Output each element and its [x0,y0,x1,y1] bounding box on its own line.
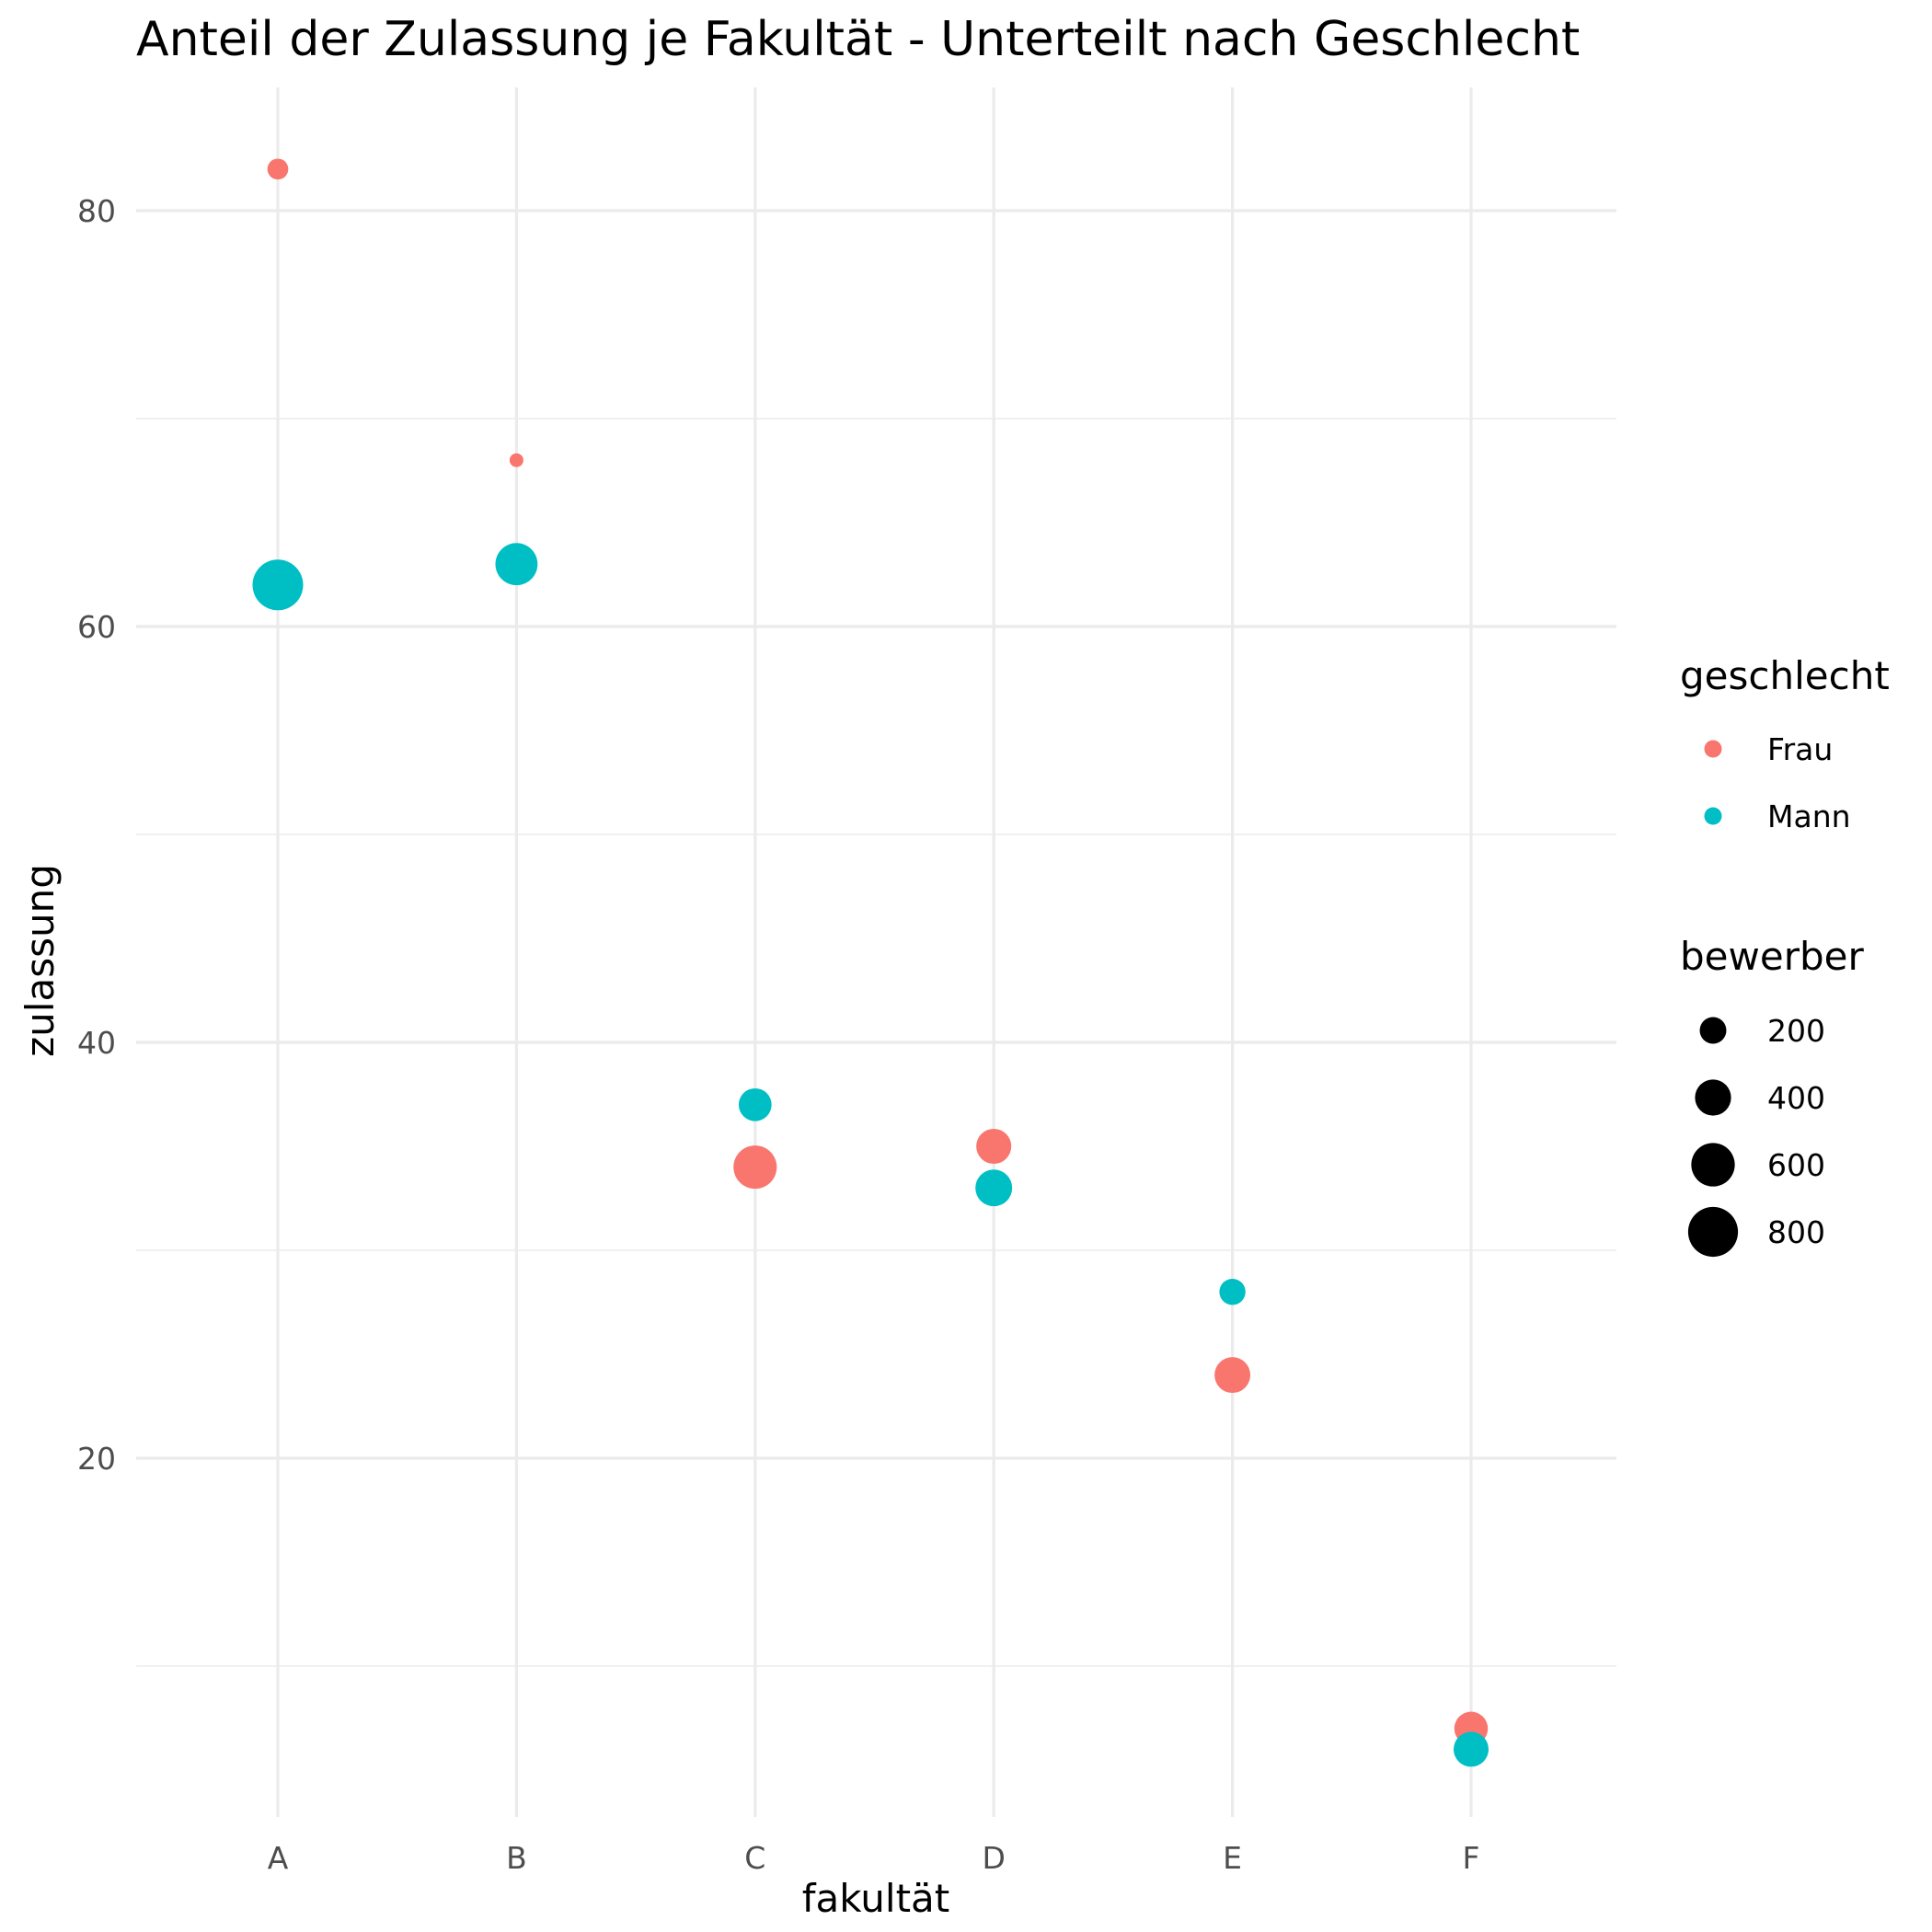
grid [136,87,1616,1817]
legend-label-mann: Mann [1767,799,1851,834]
point-mann-c [738,1087,772,1121]
size-legend-key [1687,1206,1739,1258]
y-tick-label: 40 [77,1025,116,1061]
color-legend: geschlecht Frau Mann [1680,653,1890,834]
y-axis-title: zulassung [17,864,63,1057]
x-tick-label: C [744,1840,765,1876]
x-tick-label: D [982,1840,1005,1876]
y-tick-label: 20 [77,1441,116,1477]
size-legend-key [1695,1079,1731,1116]
legend-key-mann [1704,807,1722,825]
data-points [252,158,1489,1767]
point-frau-c [733,1145,777,1190]
point-mann-d [975,1169,1013,1207]
y-tick-label: 80 [77,193,116,229]
y-tick-label: 60 [77,609,116,645]
point-frau-a [267,158,289,180]
point-frau-e [1214,1357,1251,1394]
x-tick-label: B [506,1840,527,1876]
size-legend: bewerber 200 400 600 800 [1680,934,1864,1258]
legend-key-frau [1704,740,1722,758]
chart-title: Anteil der Zulassung je Fakultät - Unter… [136,12,1580,67]
legend-label-frau: Frau [1767,731,1833,767]
x-tick-label: E [1223,1840,1242,1876]
x-axis-title: fakultät [802,1876,950,1921]
point-mann-e [1219,1279,1246,1305]
point-mann-a [252,559,304,611]
point-frau-b [509,453,523,467]
color-legend-title: geschlecht [1680,653,1890,698]
size-legend-key [1699,1017,1727,1044]
size-legend-key [1691,1143,1735,1187]
size-legend-label: 800 [1767,1214,1825,1250]
size-legend-title: bewerber [1680,934,1864,979]
x-tick-label: A [268,1840,289,1876]
size-legend-label: 200 [1767,1013,1825,1049]
point-mann-b [495,543,538,586]
y-axis-ticks: 20 40 60 80 [77,193,116,1477]
x-tick-label: F [1463,1840,1480,1876]
size-legend-label: 600 [1767,1147,1825,1183]
x-axis-ticks: A B C D E F [268,1840,1480,1876]
point-frau-d [976,1128,1012,1165]
point-mann-f [1454,1731,1489,1767]
size-legend-label: 400 [1767,1080,1825,1116]
